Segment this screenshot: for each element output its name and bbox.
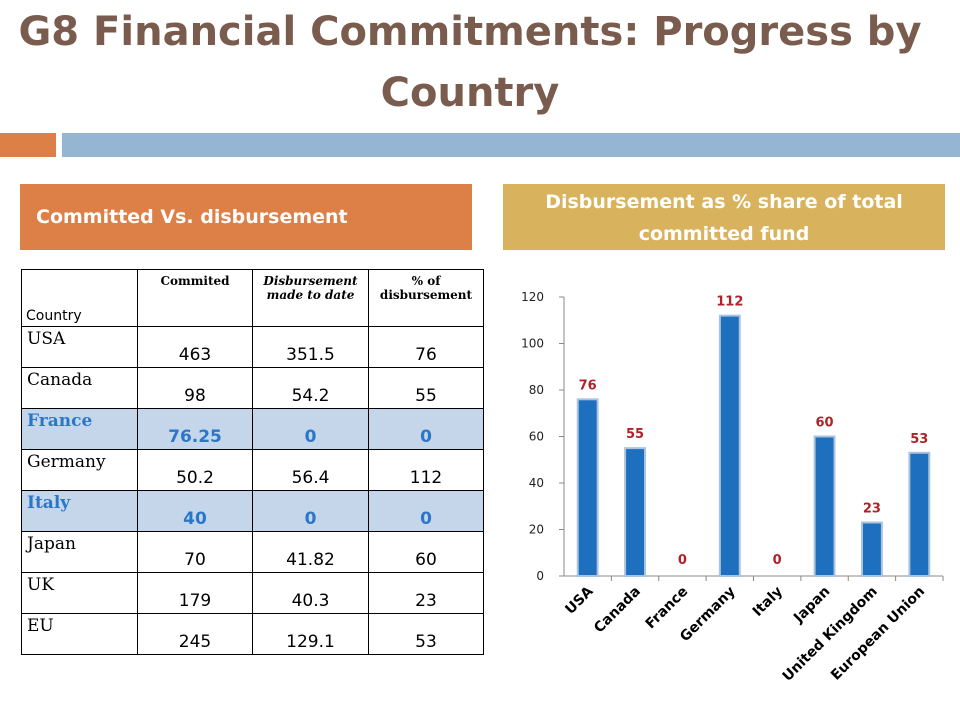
table-row: UK 179 40.3 23 <box>21 572 484 614</box>
data-label: 0 <box>678 553 687 568</box>
table-header-row: Country Commited Disbursement made to da… <box>21 269 484 327</box>
table-row: Germany 50.2 56.4 112 <box>21 449 484 491</box>
cell-committed: 76.25 <box>137 408 253 450</box>
table-row: Italy 40 0 0 <box>21 490 484 532</box>
header-disbursement: Disbursement made to date <box>252 269 369 327</box>
cell-committed: 98 <box>137 367 253 409</box>
bar <box>860 521 883 577</box>
table-row: EU 245 129.1 53 <box>21 613 484 655</box>
x-tick-label: USA <box>562 583 596 617</box>
header-committed: Commited <box>137 269 253 327</box>
x-tick-label: Italy <box>750 584 786 620</box>
y-tick-label: 40 <box>529 476 544 490</box>
decor-bar-orange <box>0 133 56 157</box>
right-section-header: Disbursement as % share of total committ… <box>503 184 945 250</box>
x-tick-label: Canada <box>591 584 644 637</box>
left-section-header: Committed Vs. disbursement <box>20 184 472 250</box>
data-label: 55 <box>626 427 644 442</box>
bar <box>813 435 836 577</box>
bar <box>908 451 931 577</box>
data-label: 53 <box>910 432 928 447</box>
x-tick-label: France <box>643 584 692 633</box>
bar <box>718 314 741 577</box>
cell-country: Germany <box>21 449 138 491</box>
cell-disbursed: 0 <box>252 408 369 450</box>
right-section-header-text: Disbursement as % share of total committ… <box>545 191 903 245</box>
commitments-table: Country Commited Disbursement made to da… <box>21 269 484 655</box>
x-tick-label: European Union <box>828 584 928 684</box>
cell-percent: 0 <box>368 490 484 532</box>
cell-disbursed: 0 <box>252 490 369 532</box>
cell-disbursed: 54.2 <box>252 367 369 409</box>
cell-disbursed: 56.4 <box>252 449 369 491</box>
decor-bar-blue <box>62 133 960 157</box>
cell-percent: 76 <box>368 326 484 368</box>
cell-committed: 463 <box>137 326 253 368</box>
table-row: Japan 70 41.82 60 <box>21 531 484 573</box>
cell-committed: 70 <box>137 531 253 573</box>
cell-percent: 60 <box>368 531 484 573</box>
table-row: Canada 98 54.2 55 <box>21 367 484 409</box>
disbursement-bar-chart: 02040608010012076USA55Canada0France112Ge… <box>521 290 944 685</box>
cell-disbursed: 129.1 <box>252 613 369 655</box>
cell-percent: 0 <box>368 408 484 450</box>
cell-committed: 50.2 <box>137 449 253 491</box>
cell-committed: 245 <box>137 613 253 655</box>
x-tick-label: Japan <box>790 584 833 627</box>
cell-disbursed: 40.3 <box>252 572 369 614</box>
table-row: France 76.25 0 0 <box>21 408 484 450</box>
bar <box>576 398 599 577</box>
cell-committed: 179 <box>137 572 253 614</box>
y-tick-label: 0 <box>536 569 544 583</box>
y-tick-label: 100 <box>521 337 544 351</box>
cell-percent: 55 <box>368 367 484 409</box>
cell-percent: 53 <box>368 613 484 655</box>
cell-disbursed: 41.82 <box>252 531 369 573</box>
cell-country: UK <box>21 572 138 614</box>
cell-country: Japan <box>21 531 138 573</box>
cell-percent: 23 <box>368 572 484 614</box>
cell-country: USA <box>21 326 138 368</box>
left-section-header-text: Committed Vs. disbursement <box>36 206 348 228</box>
table-row: USA 463 351.5 76 <box>21 326 484 368</box>
y-tick-label: 120 <box>521 290 544 304</box>
y-tick-label: 20 <box>529 523 544 537</box>
bar <box>624 447 647 577</box>
cell-country: Italy <box>21 490 138 532</box>
cell-country: France <box>21 408 138 450</box>
header-percent: % of disbursement <box>368 269 484 327</box>
slide-title: G8 Financial Commitments: Progress by Co… <box>18 9 922 116</box>
y-tick-label: 60 <box>529 430 544 444</box>
cell-committed: 40 <box>137 490 253 532</box>
header-country: Country <box>21 269 138 327</box>
data-label: 60 <box>816 416 834 431</box>
data-label: 112 <box>716 295 743 310</box>
data-label: 0 <box>773 553 782 568</box>
cell-country: EU <box>21 613 138 655</box>
y-tick-label: 80 <box>529 383 544 397</box>
cell-disbursed: 351.5 <box>252 326 369 368</box>
data-label: 23 <box>863 502 881 517</box>
cell-percent: 112 <box>368 449 484 491</box>
data-label: 76 <box>579 378 597 393</box>
cell-country: Canada <box>21 367 138 409</box>
